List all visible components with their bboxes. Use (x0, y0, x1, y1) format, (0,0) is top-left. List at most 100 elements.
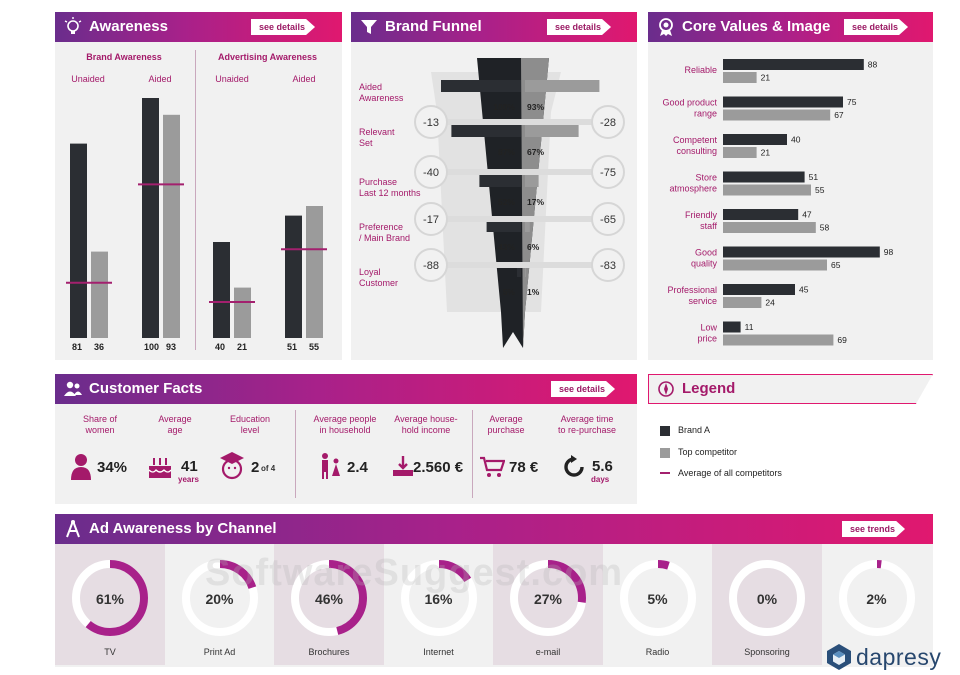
core-item-label: price (697, 334, 717, 344)
core-item-label: Friendly (685, 210, 718, 220)
funnel-value-a: 52% (498, 197, 515, 207)
core-item-label: service (688, 296, 717, 306)
core-item-label: Reliable (684, 65, 717, 75)
channel-label: TV (104, 647, 116, 657)
channel-label: Internet (423, 647, 454, 657)
funnel-stage-label: Relevant (359, 127, 395, 137)
channel-value: 16% (424, 591, 453, 607)
core-values-header: Core Values & Image see details (648, 12, 933, 42)
donut-arc (510, 560, 586, 636)
funnel-drop-circle-left (414, 248, 448, 282)
channel-value: 5% (647, 591, 668, 607)
watermark: SoftwareSuggest.com (205, 552, 624, 594)
channel-label: e-mail (535, 647, 561, 657)
woman-icon (71, 454, 91, 480)
legend-swatch-brand-a (660, 426, 670, 436)
core-bar-top (723, 184, 811, 196)
funnel-bar-brand-a (451, 125, 521, 137)
core-item-label: Professional (667, 285, 717, 295)
lightbulb-icon (64, 17, 82, 34)
channel-card: 2% (822, 544, 932, 665)
core-bar-top (723, 222, 816, 233)
fact-label-income: Average house- hold income (394, 414, 458, 435)
see-details-button[interactable]: see details (844, 19, 909, 35)
funnel-connector (415, 169, 615, 175)
core-bar-top (723, 334, 834, 346)
funnel-bar-top (525, 175, 539, 187)
donut-arc (181, 560, 258, 636)
legend-swatch-top (660, 448, 670, 458)
core-item-label: Good (695, 248, 717, 258)
dapresy-logo-icon (827, 644, 851, 670)
core-value-a: 45 (799, 285, 809, 295)
core-bar-brand-a (723, 284, 795, 295)
fact-unit-days: days (591, 475, 610, 484)
repeat-arrow-icon (564, 455, 584, 477)
funnel-drop-left: -17 (423, 214, 439, 226)
funnel-connector (415, 262, 615, 268)
fact-label-age: Average age (158, 414, 192, 435)
see-details-button[interactable]: see details (251, 19, 316, 35)
awareness-value-t: 36 (94, 342, 104, 352)
antenna-icon (66, 520, 80, 538)
channel-donut (400, 560, 477, 636)
core-bar-top (723, 297, 762, 308)
channels-header: Ad Awareness by Channel see trends (55, 514, 933, 544)
donut-arc (72, 560, 148, 636)
funnel-stage-label: / Main Brand (359, 233, 410, 243)
funnel-connector (415, 119, 615, 125)
core-value-t: 21 (761, 73, 771, 83)
core-item-label: consulting (676, 146, 717, 156)
funnel-bar-brand-a (479, 175, 521, 187)
channel-donut (72, 560, 148, 636)
funnel-value-a: 100% (493, 102, 515, 112)
funnel-value-a: 5% (503, 287, 516, 297)
funnel-bar-brand-a (486, 220, 521, 232)
channel-donut (619, 560, 696, 636)
funnel-value-a: 87% (498, 147, 515, 157)
funnel-panel: Brand Funnel see details Aided Awareness 1… (351, 12, 637, 360)
core-bar-brand-a (723, 96, 843, 108)
advertising-awareness-title: Advertising Awareness (217, 52, 318, 62)
core-value-t: 55 (815, 185, 825, 195)
funnel-drop-circle-right (591, 105, 625, 139)
awareness-bar-top (306, 206, 323, 338)
aided-label: Aided (148, 74, 172, 84)
core-value-t: 21 (761, 148, 771, 158)
funnel-value-t: 17% (527, 197, 544, 207)
see-trends-button[interactable]: see trends (842, 521, 906, 537)
core-value-a: 88 (868, 60, 878, 70)
legend-top-competitor: Top competitor (678, 447, 738, 457)
funnel-header: Brand Funnel see details (351, 12, 637, 42)
funnel-drop-circle-left (414, 202, 448, 236)
core-value-t: 24 (765, 298, 775, 308)
money-income-icon (393, 456, 413, 476)
channel-donut (291, 560, 367, 636)
see-details-button[interactable]: see details (547, 19, 612, 35)
legend-header-outline (648, 374, 933, 404)
graduate-icon (220, 452, 244, 480)
award-ribbon-icon (659, 18, 673, 36)
funnel-stage-label: Customer (359, 278, 398, 288)
channel-value: 27% (533, 591, 563, 607)
core-value-a: 47 (802, 210, 812, 220)
legend-title: Legend (682, 380, 736, 397)
awareness-bar-top (234, 287, 251, 338)
legend-brand-a: Brand A (678, 425, 711, 435)
funnel-bar-top (525, 220, 530, 232)
channel-label: Radio (645, 647, 670, 657)
awareness-value-a: 100 (144, 342, 159, 352)
core-values-panel: Core Values & Image see details 88 21 Reli… (648, 12, 933, 360)
see-details-button[interactable]: see details (551, 381, 616, 397)
channel-value: 0% (756, 591, 778, 607)
funnel-drop-right: -28 (600, 117, 616, 129)
channel-donut (838, 560, 915, 636)
funnel-drop-circle-right (591, 155, 625, 189)
funnel-drop-circle-right (591, 202, 625, 236)
funnel-bar-top (525, 265, 526, 277)
core-item-label: Store (695, 173, 717, 183)
core-bar-brand-a (723, 59, 864, 70)
customer-facts-panel: Customer Facts see details Share of wome… (55, 374, 637, 504)
awareness-bar-brand-a (142, 98, 159, 338)
funnel-bar-brand-a (517, 265, 521, 277)
